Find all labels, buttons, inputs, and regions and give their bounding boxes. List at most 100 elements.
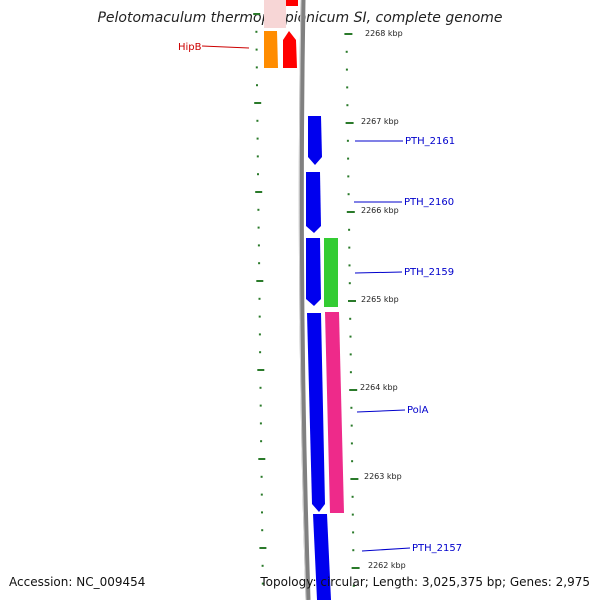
right-tick-mark [349,335,352,338]
gene-label-pth-2159[interactable]: PTH_2159 [404,267,454,278]
left-tick-mark [259,351,262,354]
left-tick-mark [258,458,266,460]
tick-label: 2268 kbp [365,29,403,38]
left-tick-mark [256,137,259,140]
left-tick-mark [261,582,264,585]
pth-2159-leader-line [354,271,403,274]
gene-label-hipb[interactable]: HipB [178,42,202,53]
left-tick-mark [261,529,264,532]
left-tick-mark [260,440,263,443]
right-tick-mark [348,246,351,249]
right-tick-mark [347,193,350,196]
left-tick-ring [253,13,267,585]
right-tick-mark [345,68,348,71]
right-tick-mark [351,567,360,569]
left-tick-mark [260,475,263,478]
gene-pth-2157-arrow [313,514,331,600]
accession-text: Accession: NC_009454 [9,575,146,589]
left-tick-mark [254,102,262,104]
right-tick-mark [345,122,354,124]
left-tick-mark [258,262,261,265]
green-feature [324,238,338,307]
right-tick-mark [344,33,353,35]
top-pink-feature [264,0,286,28]
left-tick-mark [253,13,261,15]
right-tick-mark [348,300,356,302]
left-tick-mark [257,244,260,247]
left-tick-mark [255,30,258,33]
left-tick-mark [255,48,258,51]
right-tick-mark [351,460,354,463]
gene-pth-2161-arrow [308,116,322,165]
left-tick-mark [256,119,259,122]
right-tick-mark [346,211,355,213]
tick-label: 2263 kbp [364,472,402,481]
gene-label-pth-2161[interactable]: PTH_2161 [405,136,455,147]
right-tick-mark [348,264,351,267]
tick-label: 2265 kbp [361,295,399,304]
left-tick-mark [257,173,259,176]
right-tick-mark [348,228,351,231]
hipb-leader-line [201,45,250,49]
right-tick-mark [349,371,352,374]
left-tick-mark [257,208,260,211]
gene-pth-2160-arrow [306,172,321,233]
hipb-red-feature [283,31,297,68]
left-tick-mark [256,155,259,158]
right-tick-mark [350,478,359,480]
right-tick-ring [344,33,360,587]
right-tick-mark [349,353,352,356]
gene-label-pola[interactable]: PolA [407,405,429,416]
right-tick-mark [352,584,355,587]
left-tick-mark [255,66,258,69]
left-tick-mark [257,226,260,229]
right-tick-mark [349,389,358,391]
genome-backbone [298,0,311,600]
left-tick-mark [261,511,263,514]
right-tick-mark [351,495,354,498]
tick-label: 2267 kbp [361,117,399,126]
left-tick-mark [255,191,263,193]
genome-backbone-highlight [298,0,307,600]
pola-leader-line [356,409,406,413]
hipb-orange-feature [264,31,278,68]
tick-labels: 2268 kbp 2267 kbp 2266 kbp 2265 kbp 2264… [360,29,406,570]
right-tick-mark [352,549,355,552]
right-tick-mark [350,424,353,427]
right-tick-mark [351,513,354,516]
tick-label: 2262 kbp [368,561,406,570]
left-tick-mark [260,493,263,496]
tick-label: 2264 kbp [360,383,398,392]
left-tick-mark [257,369,265,371]
gene-label-pth-2160[interactable]: PTH_2160 [404,197,454,208]
right-tick-mark [347,157,350,160]
right-tick-mark [350,442,353,445]
pink-feature [325,312,344,513]
gene-pth-2159-arrow [306,238,321,306]
right-tick-mark [347,175,350,178]
right-tick-mark [346,104,349,107]
right-tick-mark [345,50,348,53]
right-tick-mark [346,86,349,89]
tick-label: 2266 kbp [361,206,399,215]
left-tick-mark [259,386,262,389]
top-red-feature [286,0,298,6]
right-tick-mark [346,139,349,142]
left-tick-mark [259,404,262,407]
topology-text: Topology: circular; Length: 3,025,375 bp… [260,575,590,589]
left-tick-mark [259,547,267,549]
right-tick-mark [349,317,352,320]
right-tick-mark [352,531,355,534]
genome-title: Pelotomaculum thermopropionicum SI, comp… [97,10,503,26]
left-tick-mark [256,280,264,282]
pth-2157-leader-line [361,547,411,552]
left-tick-mark [258,333,261,336]
left-tick-mark [258,315,261,318]
gene-pola-arrow [307,313,325,512]
left-tick-mark [261,564,264,567]
left-tick-mark [259,422,262,425]
gene-label-pth-2157[interactable]: PTH_2157 [412,543,462,554]
right-tick-mark [350,406,353,409]
right-tick-mark [348,282,351,285]
